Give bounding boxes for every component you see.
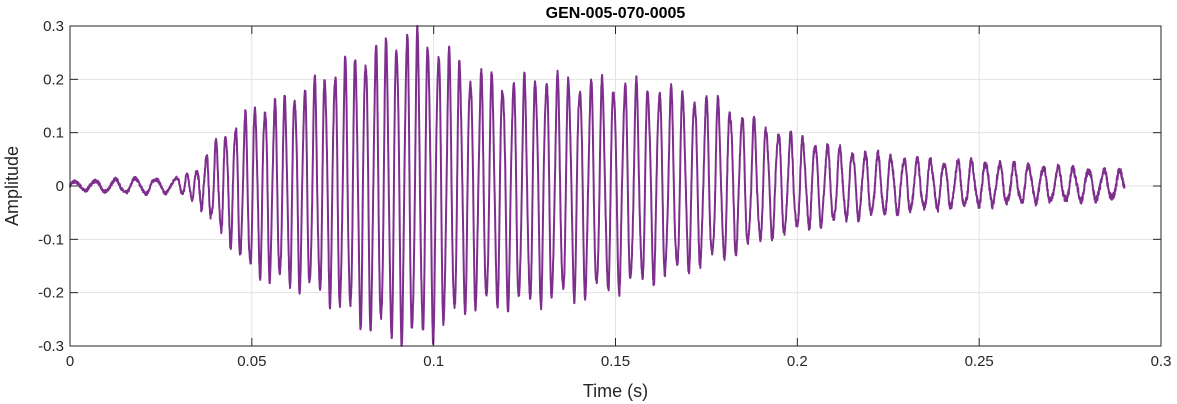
- y-tick-label: -0.1: [38, 231, 64, 248]
- x-tick-label: 0.25: [965, 353, 994, 370]
- signal-line: [69, 25, 1126, 347]
- plot-area: [69, 25, 1126, 347]
- y-tick-label: 0.3: [43, 18, 64, 35]
- y-tick-label: -0.3: [38, 338, 64, 355]
- y-tick-label: 0: [56, 178, 64, 195]
- x-tick-label: 0.2: [787, 353, 808, 370]
- y-tick-label: -0.2: [38, 285, 64, 302]
- x-axis-label: Time (s): [583, 381, 648, 401]
- y-tick-label: 0.1: [43, 125, 64, 142]
- y-axis-ticks: -0.3 -0.2 -0.1 0 0.1 0.2 0.3: [38, 18, 1161, 355]
- x-tick-label: 0.3: [1151, 353, 1172, 370]
- x-tick-label: 0: [66, 353, 74, 370]
- y-tick-label: 0.2: [43, 71, 64, 88]
- x-tick-label: 0.05: [237, 353, 266, 370]
- x-tick-label: 0.1: [423, 353, 444, 370]
- x-axis-ticks: 0 0.05 0.1 0.15 0.2 0.25 0.3: [66, 26, 1172, 370]
- chart-title: GEN-005-070-0005: [546, 5, 686, 22]
- y-axis-label: Amplitude: [2, 146, 22, 226]
- x-tick-label: 0.15: [601, 353, 630, 370]
